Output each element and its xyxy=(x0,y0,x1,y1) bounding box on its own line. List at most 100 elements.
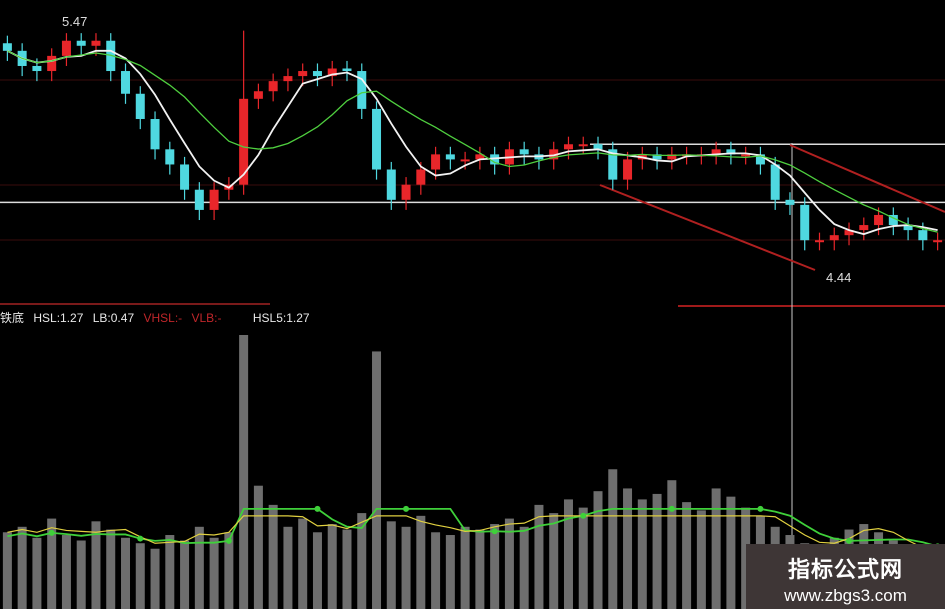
candle-body xyxy=(933,240,943,243)
candle-body xyxy=(726,149,736,155)
volume-bar xyxy=(17,526,27,609)
volume-bar xyxy=(578,507,588,609)
candle-body xyxy=(150,119,160,150)
hsl-marker xyxy=(846,537,853,544)
candle-body xyxy=(490,154,500,165)
volume-bar xyxy=(623,488,633,609)
candle-body xyxy=(327,68,337,77)
candle-body xyxy=(386,169,396,200)
candle-body xyxy=(416,169,426,185)
ma-short-line xyxy=(6,49,938,236)
candle-body xyxy=(253,91,263,99)
volume-bar xyxy=(327,524,337,609)
candle-body xyxy=(76,40,86,46)
volume-bar xyxy=(61,535,71,609)
candle-body xyxy=(593,144,603,150)
indicator-name: 铁底 xyxy=(0,311,25,325)
volume-bar xyxy=(121,537,131,609)
volume-bar xyxy=(431,532,441,609)
candle-body xyxy=(401,184,411,200)
candle-body xyxy=(814,240,824,243)
candle-body xyxy=(519,149,529,155)
trend-line xyxy=(599,184,816,271)
vlb-value: VLB:- xyxy=(191,311,222,325)
candle-body xyxy=(711,149,721,155)
candle-body xyxy=(475,154,485,160)
volume-bar xyxy=(475,529,485,609)
volume-bar xyxy=(593,491,603,609)
volume-bar xyxy=(637,499,647,609)
candle-body xyxy=(165,149,175,165)
watermark: 指标公式网 www.zbgs3.com xyxy=(746,544,945,609)
volume-bar xyxy=(2,532,12,609)
candle-body xyxy=(121,71,131,94)
hsl-marker xyxy=(491,528,498,535)
candle-body xyxy=(209,189,219,210)
volume-bar xyxy=(534,504,544,609)
candle-body xyxy=(342,68,352,72)
hsl-line xyxy=(7,507,938,548)
volume-bar xyxy=(549,513,559,609)
volume-bar xyxy=(357,513,367,609)
volume-bar xyxy=(106,529,116,609)
watermark-url: www.zbgs3.com xyxy=(784,586,907,605)
hsl-marker xyxy=(757,505,764,512)
volume-bar xyxy=(682,502,692,609)
hsl-marker xyxy=(580,512,587,519)
indicator-header: 铁底 HSL:1.27 LB:0.47 VHSL:- VLB:- HSL5:1.… xyxy=(0,309,316,326)
low-price-label: 4.44 xyxy=(826,270,852,286)
volume-bar xyxy=(253,485,263,609)
candle-body xyxy=(298,71,308,77)
candle-body xyxy=(578,144,588,147)
candle-body xyxy=(194,189,204,210)
volume-bar xyxy=(268,504,278,609)
volume-bar xyxy=(372,351,382,609)
vhsl-value: VHSL:- xyxy=(143,311,183,325)
candle-body xyxy=(888,214,898,226)
candle-body xyxy=(312,71,322,77)
hsl-marker xyxy=(314,505,321,512)
volume-bar xyxy=(445,535,455,609)
candle-body xyxy=(445,154,455,160)
ma-long-line xyxy=(7,50,938,233)
hsl-value: HSL:1.27 xyxy=(33,311,84,325)
volume-bar xyxy=(711,488,721,609)
candle-body xyxy=(755,154,765,165)
candle-body xyxy=(918,230,928,241)
volume-bar xyxy=(209,537,219,609)
volume-bar xyxy=(504,518,514,609)
volume-bar xyxy=(726,496,736,609)
volume-bar xyxy=(563,499,573,609)
candle-body xyxy=(608,149,618,180)
candle-body xyxy=(32,65,42,72)
candle-body xyxy=(180,164,190,190)
volume-bar xyxy=(490,524,500,609)
candle-body xyxy=(859,225,869,231)
volume-bar xyxy=(150,548,160,609)
candle-body xyxy=(357,71,367,109)
volume-bar xyxy=(667,480,677,609)
volume-bar xyxy=(298,518,308,609)
volume-bar xyxy=(608,469,618,609)
candle-body xyxy=(770,164,780,200)
candle-body xyxy=(91,40,101,46)
vhsl-line xyxy=(7,515,938,553)
candle-body xyxy=(431,154,441,170)
candle-body xyxy=(135,93,145,120)
volume-bar xyxy=(239,335,249,609)
hsl-marker xyxy=(48,529,55,536)
candle-body xyxy=(460,159,470,162)
candle-body xyxy=(903,225,913,231)
watermark-title: 指标公式网 xyxy=(787,558,903,583)
volume-bar xyxy=(401,526,411,609)
candle-body xyxy=(268,81,278,92)
candle-body xyxy=(874,214,884,226)
volume-bar xyxy=(416,515,426,609)
high-price-label: 5.47 xyxy=(62,14,88,29)
candle-body xyxy=(652,154,662,160)
lb-value: LB:0.47 xyxy=(92,311,135,325)
volume-bar xyxy=(91,521,101,609)
candle-body xyxy=(61,40,71,56)
